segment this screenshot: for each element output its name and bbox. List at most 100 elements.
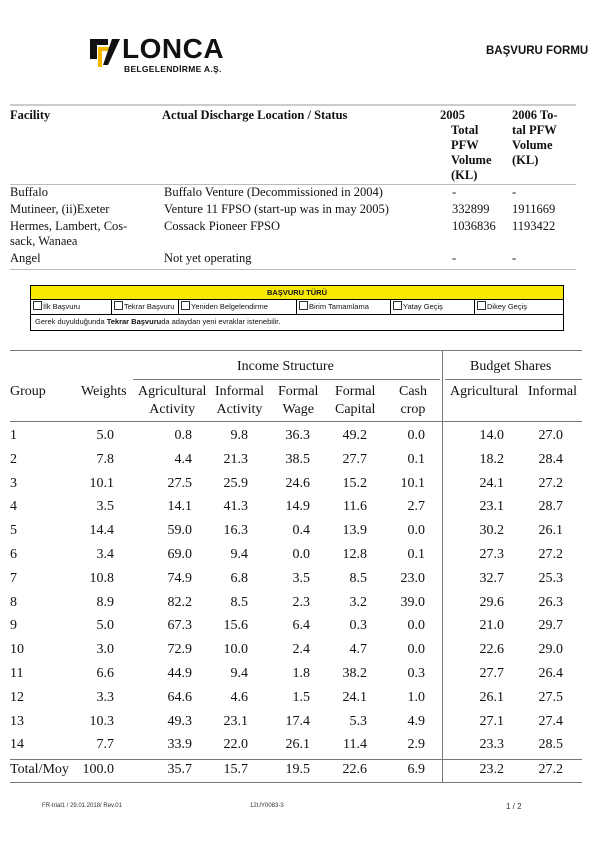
income-cell-row3-6: 10.1 [400, 475, 426, 491]
facility-2005: 332899 [452, 202, 490, 216]
income-cell-row1-8: 27.0 [538, 428, 564, 443]
income-cell-row10-6: 0.0 [407, 642, 426, 658]
income-cell-row8-5: 3.2 [349, 594, 368, 610]
option-yatay-gecis[interactable]: Yatay Geçiş [391, 300, 475, 314]
col-informal: Informal Activity [215, 384, 264, 417]
income-cell-row12-2: 64.6 [167, 689, 193, 705]
option-yeniden-belgelendirme[interactable]: Yeniden Belgelendirme [179, 300, 297, 314]
income-cell-row11-6: 0.3 [407, 666, 426, 681]
application-note: Gerek duyulduğunda Tekrar Başvuruda aday… [35, 317, 281, 326]
col-formal-wage: Formal Wage [278, 384, 319, 417]
income-cell-row2-2: 4.4 [174, 451, 193, 467]
income-cell-row6-2: 69.0 [167, 547, 193, 562]
income-cell-row9-2: 67.3 [167, 618, 193, 634]
facility-2005: 1036836 [452, 219, 496, 233]
income-cell-row9-1: 5.0 [96, 618, 115, 634]
income-cell-row14-6: 2.9 [407, 737, 426, 753]
checkbox[interactable] [114, 301, 123, 310]
checkbox[interactable] [393, 301, 402, 310]
income-cell-row12-5: 24.1 [342, 689, 368, 705]
income-cell-row1-0: 1 [10, 428, 17, 443]
income-cell-total-8: 27.2 [538, 762, 564, 777]
option-dikey-gecis[interactable]: Dikey Geçiş [475, 300, 563, 314]
lonca-logo-mark [90, 39, 120, 67]
col-budget-agri: Agricultural [450, 384, 519, 399]
facility-2005: - [452, 185, 457, 199]
income-cell-row4-2: 14.1 [167, 499, 193, 515]
income-cell-row3-0: 3 [10, 475, 17, 491]
income-cell-row2-3: 21.3 [223, 451, 249, 467]
income-cell-row12-0: 12 [10, 689, 24, 705]
income-cell-row9-3: 15.6 [223, 618, 249, 634]
income-cell-row2-1: 7.8 [96, 451, 115, 467]
income-cell-row10-0: 10 [10, 642, 24, 658]
col-group: Group [10, 384, 46, 399]
income-cell-total-5: 22.6 [342, 762, 368, 777]
income-cell-row12-7: 26.1 [479, 689, 505, 705]
income-cell-row7-6: 23.0 [400, 570, 426, 586]
option-birim-tamamlama[interactable]: Birim Tamamlama [297, 300, 391, 314]
income-cell-row8-3: 8.5 [230, 594, 249, 610]
income-cell-row14-2: 33.9 [167, 737, 193, 753]
income-cell-row2-7: 18.2 [479, 451, 505, 467]
income-cell-row3-7: 24.1 [479, 475, 505, 491]
facility-row: Hermes, Lambert, Cos- sack, Wanaea [10, 219, 128, 248]
income-cell-row7-7: 32.7 [479, 570, 505, 586]
income-cell-row5-8: 26.1 [538, 523, 564, 539]
income-cell-row5-0: 5 [10, 523, 17, 539]
facility-2005: - [452, 251, 457, 265]
income-cell-row2-6: 0.1 [407, 451, 426, 467]
income-cell-total-2: 35.7 [167, 762, 193, 777]
income-cell-row3-1: 10.1 [89, 475, 115, 491]
facility-table-bottom-rule [10, 269, 576, 270]
checkbox[interactable] [299, 301, 308, 310]
income-cell-row4-6: 2.7 [407, 499, 426, 515]
income-cell-row10-2: 72.9 [167, 642, 193, 658]
income-cell-row9-5: 0.3 [349, 618, 368, 634]
y2006-header: 2006 To- tal PFW Volume (KL) [512, 108, 558, 167]
facility-2006: 1193422 [512, 219, 556, 233]
income-cell-row7-0: 7 [10, 570, 17, 586]
income-cell-row7-1: 10.8 [89, 570, 115, 586]
income-cell-total-7: 23.2 [479, 762, 505, 777]
income-cell-row6-0: 6 [10, 547, 17, 562]
checkbox[interactable] [181, 301, 190, 310]
total-rule [10, 759, 582, 760]
income-cell-row6-1: 3.4 [96, 547, 115, 562]
option-tekrar-basvuru[interactable]: Tekrar Başvuru [112, 300, 179, 314]
y2005-header: 2005 Total PFW Volume (KL) [440, 108, 492, 182]
income-cell-row14-5: 11.4 [343, 737, 367, 753]
income-cell-row4-0: 4 [10, 499, 17, 515]
income-cell-row11-8: 26.4 [538, 666, 564, 681]
checkbox[interactable] [477, 301, 486, 310]
facility-header: Facility [10, 108, 51, 122]
income-cell-row4-3: 41.3 [223, 499, 249, 515]
footer-page-number: 1 / 2 [506, 802, 522, 811]
income-cell-row1-4: 36.3 [285, 428, 311, 443]
income-cell-row7-8: 25.3 [538, 570, 564, 586]
income-cell-row13-5: 5.3 [349, 713, 368, 729]
income-cell-row6-8: 27.2 [538, 547, 564, 562]
income-cell-row12-8: 27.5 [538, 689, 564, 705]
income-cell-row4-5: 11.6 [343, 499, 367, 515]
income-cell-row4-4: 14.9 [285, 499, 311, 515]
income-cell-row14-7: 23.3 [479, 737, 505, 753]
option-ilk-basvuru[interactable]: İlk Başvuru [31, 300, 112, 314]
income-cell-row5-1: 14.4 [89, 523, 115, 539]
income-cell-row5-5: 13.9 [342, 523, 368, 539]
logo-subtitle: BELGELENDİRME A.Ş. [124, 64, 222, 74]
income-cell-row2-8: 28.4 [538, 451, 564, 467]
income-cell-row6-6: 0.1 [407, 547, 426, 562]
col-cash-crop: Cash crop [399, 384, 427, 417]
income-cell-row12-3: 4.6 [230, 689, 249, 705]
income-cell-row7-2: 74.9 [167, 570, 193, 586]
income-cell-row3-8: 27.2 [538, 475, 564, 491]
income-cell-row13-2: 49.3 [167, 713, 193, 729]
income-cell-row9-4: 6.4 [292, 618, 311, 634]
facility-location: Venture 11 FPSO (start-up was in may 200… [164, 202, 389, 216]
income-cell-row5-2: 59.0 [167, 523, 193, 539]
income-cell-row11-3: 9.4 [230, 666, 249, 681]
income-cell-row10-4: 2.4 [292, 642, 311, 658]
checkbox[interactable] [33, 301, 42, 310]
income-cell-row13-6: 4.9 [407, 713, 426, 729]
